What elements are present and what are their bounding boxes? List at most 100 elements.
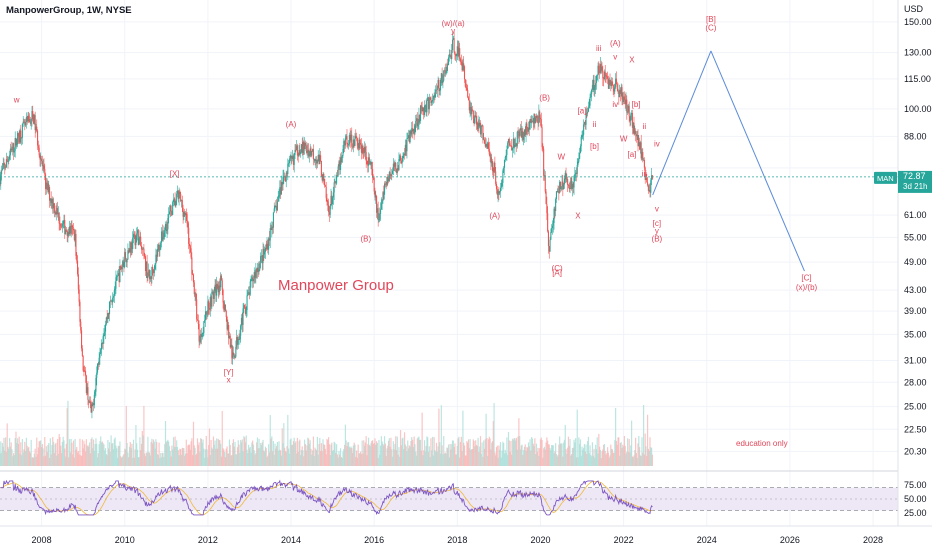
volume-bar [163, 457, 165, 466]
candle-body [579, 152, 581, 159]
volume-bar [329, 455, 331, 466]
candle-body [377, 208, 379, 220]
candle-body [154, 263, 156, 269]
candle-body [609, 80, 611, 85]
volume-bar [633, 455, 635, 466]
volume-bar [324, 448, 326, 466]
candle-body [186, 213, 188, 224]
candle-body [405, 144, 407, 152]
candle-body [502, 170, 504, 183]
volume-bar [252, 440, 254, 466]
candle-body [533, 114, 535, 124]
volume-bar [610, 444, 612, 466]
volume-bar [33, 453, 35, 466]
volume-bar [309, 440, 311, 466]
candle-body [214, 284, 216, 291]
wave-label: [b] [590, 142, 599, 151]
candle-body [366, 160, 368, 164]
candle-body [634, 130, 636, 135]
candle-body [558, 192, 560, 194]
volume-bar [495, 447, 498, 466]
volume-bar [56, 438, 59, 466]
volume-bar [79, 438, 81, 466]
volume-bar [379, 445, 382, 466]
volume-bar [30, 439, 32, 466]
volume-bar [537, 447, 539, 466]
candle-body [586, 113, 588, 115]
ticker-symbol: MAN [877, 174, 894, 183]
candle-body [441, 73, 443, 84]
candle-body [497, 191, 499, 195]
volume-bar [189, 449, 191, 466]
volume-bar [61, 441, 63, 466]
candle-body [104, 324, 107, 332]
candle-body [174, 198, 176, 207]
wave-label: [a] [627, 150, 636, 159]
volume-bar [648, 450, 650, 466]
volume-bar [646, 414, 649, 466]
candle-body [619, 89, 621, 94]
candle-body [470, 107, 472, 114]
candle-body [538, 111, 540, 123]
wave-label: [C] [801, 273, 811, 282]
candle-body [332, 192, 334, 198]
candle-body [340, 157, 342, 163]
candle-body [2, 163, 4, 169]
volume-bar [454, 443, 456, 466]
candle-body [431, 99, 434, 102]
candle-body [270, 228, 272, 230]
candle-body [248, 292, 250, 294]
candle-body [578, 158, 580, 162]
candle-body [370, 161, 372, 165]
candle-body [536, 115, 538, 123]
candle-body [0, 174, 2, 185]
volume-bar [218, 440, 220, 466]
volume-bar [48, 457, 51, 466]
volume-bar [375, 441, 378, 466]
volume-bar [69, 452, 71, 466]
wave-label: y [451, 27, 455, 36]
volume-bar [338, 451, 340, 466]
volume-bar [230, 455, 232, 466]
candle-body [43, 165, 45, 169]
volume-bar [275, 448, 277, 466]
candle-body [647, 185, 649, 191]
volume-bar [27, 448, 29, 466]
volume-bar [611, 449, 614, 466]
volume-bar [402, 437, 404, 466]
candle-body [15, 137, 17, 146]
candle-body [17, 132, 19, 145]
volume-bar [32, 457, 35, 466]
volume-bar [325, 454, 327, 466]
volume-bar [251, 442, 253, 466]
candle-body [41, 158, 43, 162]
candle-body [406, 138, 408, 152]
candle-body [308, 151, 310, 157]
volume-bar [432, 455, 434, 466]
volume-bar [430, 438, 432, 466]
candle-body [273, 208, 275, 213]
volume-bar [509, 451, 511, 466]
candle-body [292, 155, 294, 165]
volume-bar [429, 457, 431, 466]
candle-body [69, 226, 71, 234]
candle-body [373, 177, 375, 192]
volume-bar [306, 445, 308, 466]
volume-bar [626, 451, 628, 466]
candle-body [220, 275, 223, 281]
candle-body [356, 136, 358, 139]
candle-body [148, 270, 150, 277]
volume-bar [91, 437, 93, 466]
volume-bar [145, 452, 147, 466]
volume-bar [380, 436, 382, 466]
candle-body [631, 112, 633, 115]
wave-label: (A) [610, 39, 621, 48]
candle-body [576, 164, 578, 174]
volume-bar [548, 444, 550, 466]
volume-bar [229, 445, 231, 466]
ticker-tag: MAN [874, 171, 897, 184]
volume-bar [308, 443, 311, 466]
candle-body [202, 333, 204, 334]
volume-bar [322, 439, 324, 466]
